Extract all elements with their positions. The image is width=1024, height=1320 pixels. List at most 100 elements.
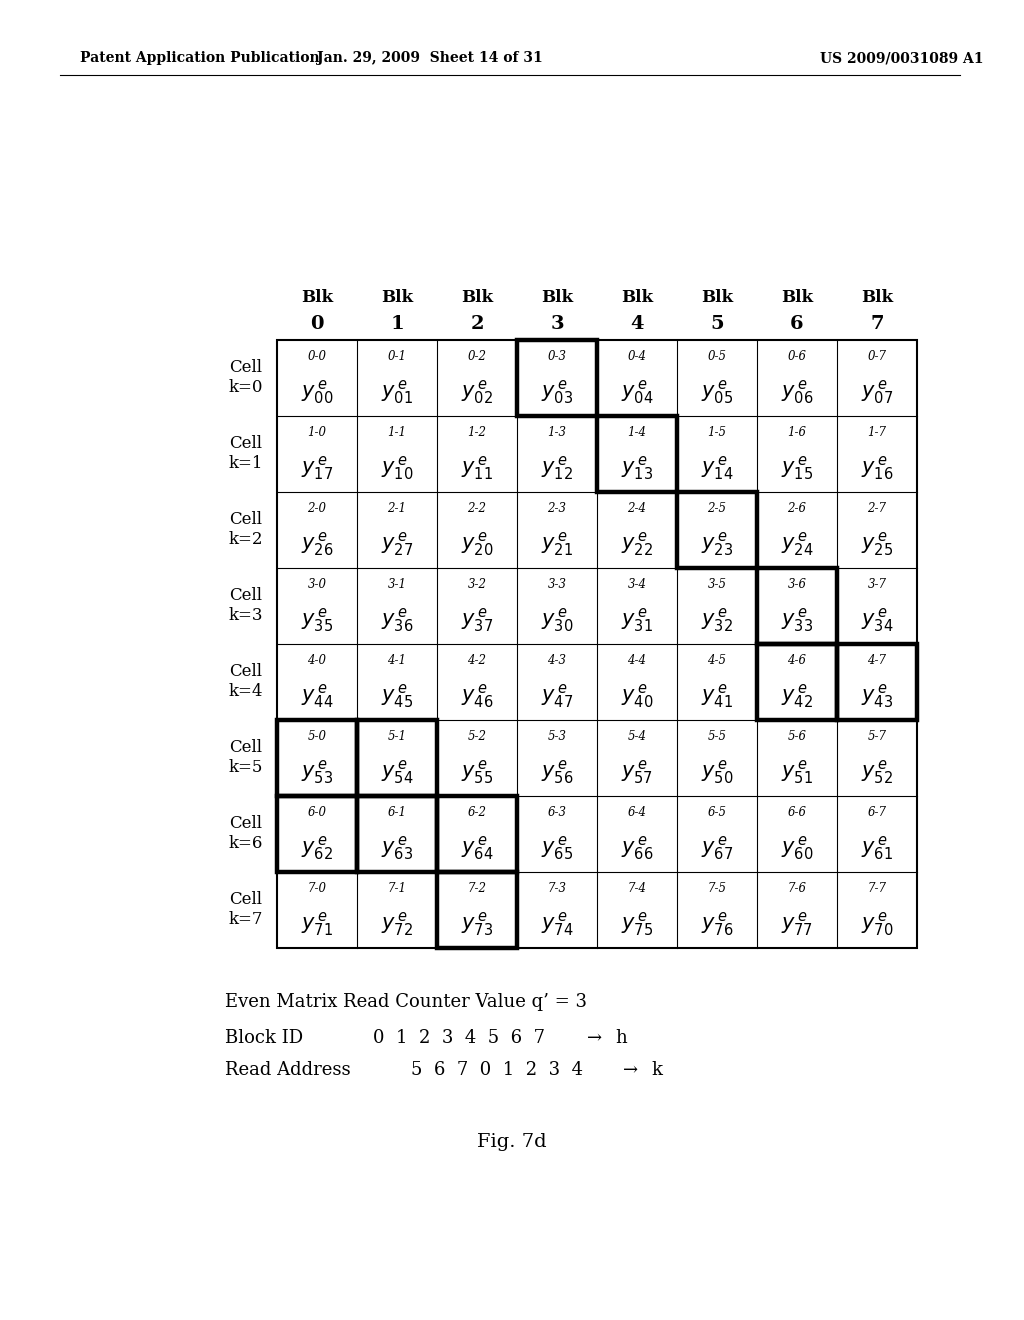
- Text: $\mathit{y}^{\,e}_{53}$: $\mathit{y}^{\,e}_{53}$: [301, 758, 333, 785]
- Text: 7: 7: [870, 315, 884, 333]
- Bar: [437, 796, 517, 873]
- Text: $\mathit{y}^{\,e}_{10}$: $\mathit{y}^{\,e}_{10}$: [381, 454, 414, 482]
- Text: $\mathit{y}^{\,e}_{50}$: $\mathit{y}^{\,e}_{50}$: [700, 758, 733, 785]
- Text: Jan. 29, 2009  Sheet 14 of 31: Jan. 29, 2009 Sheet 14 of 31: [317, 51, 543, 65]
- Text: 4: 4: [630, 315, 644, 333]
- Text: $\mathit{y}^{\,e}_{32}$: $\mathit{y}^{\,e}_{32}$: [701, 606, 733, 634]
- Text: $\mathit{y}^{\,e}_{24}$: $\mathit{y}^{\,e}_{24}$: [780, 531, 813, 558]
- Text: 6-7: 6-7: [867, 805, 887, 818]
- Text: $\mathit{y}^{\,e}_{22}$: $\mathit{y}^{\,e}_{22}$: [621, 531, 653, 558]
- Text: $\mathit{y}^{\,e}_{61}$: $\mathit{y}^{\,e}_{61}$: [861, 834, 893, 862]
- Text: 0-5: 0-5: [708, 350, 726, 363]
- Text: Block ID: Block ID: [225, 1030, 303, 1047]
- Text: $\mathit{y}^{\,e}_{40}$: $\mathit{y}^{\,e}_{40}$: [621, 682, 653, 710]
- Text: $\mathit{y}^{\,e}_{03}$: $\mathit{y}^{\,e}_{03}$: [541, 378, 573, 407]
- Text: 1-0: 1-0: [307, 425, 327, 438]
- Text: Cell: Cell: [229, 511, 262, 528]
- Text: Cell: Cell: [229, 359, 262, 376]
- Text: $\mathit{y}^{\,e}_{52}$: $\mathit{y}^{\,e}_{52}$: [861, 758, 893, 785]
- Text: Blk: Blk: [621, 289, 653, 306]
- Bar: [437, 873, 517, 948]
- Bar: [278, 341, 918, 948]
- Text: $\mathit{y}^{\,e}_{42}$: $\mathit{y}^{\,e}_{42}$: [781, 682, 813, 710]
- Bar: [278, 796, 357, 873]
- Text: 7-1: 7-1: [387, 882, 407, 895]
- Text: 6-0: 6-0: [307, 805, 327, 818]
- Text: $\mathit{y}^{\,e}_{37}$: $\mathit{y}^{\,e}_{37}$: [461, 606, 494, 634]
- Text: 7-2: 7-2: [468, 882, 486, 895]
- Text: $\mathit{y}^{\,e}_{67}$: $\mathit{y}^{\,e}_{67}$: [700, 834, 733, 862]
- Text: 0-2: 0-2: [468, 350, 486, 363]
- Text: 4-2: 4-2: [468, 653, 486, 667]
- Text: $\mathit{y}^{\,e}_{46}$: $\mathit{y}^{\,e}_{46}$: [461, 682, 494, 710]
- Text: 0-1: 0-1: [387, 350, 407, 363]
- Bar: [757, 568, 837, 644]
- Text: $\mathit{y}^{\,e}_{11}$: $\mathit{y}^{\,e}_{11}$: [461, 454, 493, 482]
- Text: $\mathit{y}^{\,e}_{13}$: $\mathit{y}^{\,e}_{13}$: [621, 454, 653, 482]
- Text: k=2: k=2: [228, 532, 263, 549]
- Text: k=0: k=0: [228, 380, 263, 396]
- Text: 1-5: 1-5: [708, 425, 726, 438]
- Text: 4-3: 4-3: [548, 653, 566, 667]
- Text: $\mathit{y}^{\,e}_{74}$: $\mathit{y}^{\,e}_{74}$: [541, 909, 573, 939]
- Text: $\mathit{y}^{\,e}_{05}$: $\mathit{y}^{\,e}_{05}$: [700, 378, 733, 407]
- Text: 0  1  2  3  4  5  6  7: 0 1 2 3 4 5 6 7: [373, 1030, 545, 1047]
- Text: Blk: Blk: [861, 289, 893, 306]
- Text: 3-5: 3-5: [708, 578, 726, 590]
- Text: $\mathit{y}^{\,e}_{14}$: $\mathit{y}^{\,e}_{14}$: [700, 454, 733, 482]
- Text: 6-2: 6-2: [468, 805, 486, 818]
- Text: $\mathit{y}^{\,e}_{66}$: $\mathit{y}^{\,e}_{66}$: [621, 834, 653, 862]
- Text: 4-6: 4-6: [787, 653, 807, 667]
- Text: 5-7: 5-7: [867, 730, 887, 742]
- Text: Read Address: Read Address: [225, 1061, 350, 1078]
- Bar: [597, 416, 677, 492]
- Text: 1-2: 1-2: [468, 425, 486, 438]
- Text: $\mathit{y}^{\,e}_{20}$: $\mathit{y}^{\,e}_{20}$: [461, 531, 494, 558]
- Bar: [837, 644, 918, 719]
- Text: 3: 3: [550, 315, 564, 333]
- Text: $\mathit{y}^{\,e}_{36}$: $\mathit{y}^{\,e}_{36}$: [381, 606, 414, 634]
- Text: $\mathit{y}^{\,e}_{25}$: $\mathit{y}^{\,e}_{25}$: [861, 531, 893, 558]
- Text: k: k: [651, 1061, 662, 1078]
- Text: 5-5: 5-5: [708, 730, 726, 742]
- Text: 4-4: 4-4: [628, 653, 646, 667]
- Text: Cell: Cell: [229, 739, 262, 756]
- Text: $\mathit{y}^{\,e}_{64}$: $\mathit{y}^{\,e}_{64}$: [461, 834, 494, 862]
- Bar: [278, 719, 357, 796]
- Text: $\mathit{y}^{\,e}_{60}$: $\mathit{y}^{\,e}_{60}$: [780, 834, 813, 862]
- Text: Blk: Blk: [781, 289, 813, 306]
- Text: 7-0: 7-0: [307, 882, 327, 895]
- Text: 3-2: 3-2: [468, 578, 486, 590]
- Text: $\mathit{y}^{\,e}_{15}$: $\mathit{y}^{\,e}_{15}$: [781, 454, 813, 482]
- Text: 1: 1: [390, 315, 403, 333]
- Text: 0-7: 0-7: [867, 350, 887, 363]
- Text: 4-7: 4-7: [867, 653, 887, 667]
- Text: →: →: [623, 1061, 638, 1078]
- Text: k=5: k=5: [228, 759, 263, 776]
- Bar: [357, 719, 437, 796]
- Text: 2-4: 2-4: [628, 502, 646, 515]
- Text: $\mathit{y}^{\,e}_{77}$: $\mathit{y}^{\,e}_{77}$: [781, 909, 813, 939]
- Text: 5-3: 5-3: [548, 730, 566, 742]
- Text: Blk: Blk: [301, 289, 333, 306]
- Text: $\mathit{y}^{\,e}_{30}$: $\mathit{y}^{\,e}_{30}$: [541, 606, 573, 634]
- Text: $\mathit{y}^{\,e}_{51}$: $\mathit{y}^{\,e}_{51}$: [781, 758, 813, 785]
- Text: $\mathit{y}^{\,e}_{56}$: $\mathit{y}^{\,e}_{56}$: [541, 758, 573, 785]
- Text: $\mathit{y}^{\,e}_{47}$: $\mathit{y}^{\,e}_{47}$: [541, 682, 573, 710]
- Text: $\mathit{y}^{\,e}_{07}$: $\mathit{y}^{\,e}_{07}$: [861, 378, 893, 407]
- Text: $\mathit{y}^{\,e}_{43}$: $\mathit{y}^{\,e}_{43}$: [861, 682, 893, 710]
- Text: 2-2: 2-2: [468, 502, 486, 515]
- Bar: [677, 492, 757, 568]
- Text: 2-0: 2-0: [307, 502, 327, 515]
- Text: $\mathit{y}^{\,e}_{44}$: $\mathit{y}^{\,e}_{44}$: [301, 682, 333, 710]
- Text: Patent Application Publication: Patent Application Publication: [80, 51, 319, 65]
- Text: 6-4: 6-4: [628, 805, 646, 818]
- Text: 7-3: 7-3: [548, 882, 566, 895]
- Text: $\mathit{y}^{\,e}_{45}$: $\mathit{y}^{\,e}_{45}$: [381, 682, 413, 710]
- Text: $\mathit{y}^{\,e}_{70}$: $\mathit{y}^{\,e}_{70}$: [861, 909, 893, 939]
- Text: Even Matrix Read Counter Value q’ = 3: Even Matrix Read Counter Value q’ = 3: [225, 993, 587, 1011]
- Text: $\mathit{y}^{\,e}_{41}$: $\mathit{y}^{\,e}_{41}$: [701, 682, 733, 710]
- Text: $\mathit{y}^{\,e}_{23}$: $\mathit{y}^{\,e}_{23}$: [700, 531, 733, 558]
- Text: $\mathit{y}^{\,e}_{76}$: $\mathit{y}^{\,e}_{76}$: [700, 909, 733, 939]
- Text: 4-5: 4-5: [708, 653, 726, 667]
